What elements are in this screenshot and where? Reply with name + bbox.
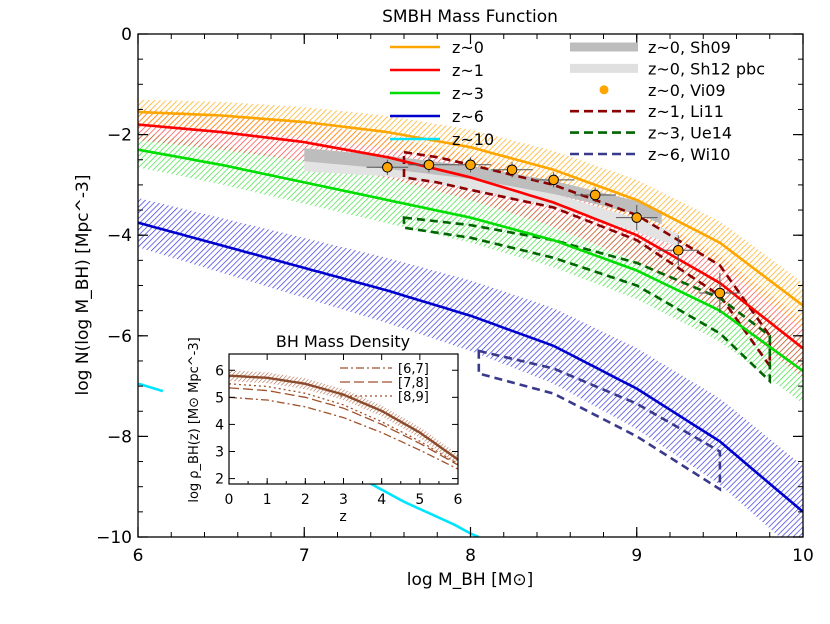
line-z6 bbox=[138, 221, 803, 513]
inset-y-tick-label: 6 bbox=[215, 363, 224, 379]
y-tick-label: −2 bbox=[107, 126, 132, 146]
main-x-axis-label: log M_BH [M⊙] bbox=[407, 570, 534, 590]
legend-point-swatch bbox=[599, 85, 609, 95]
x-tick-label: 6 bbox=[133, 546, 144, 566]
legend-label: z~6, Wi10 bbox=[648, 145, 730, 164]
y-tick-label: −8 bbox=[107, 427, 132, 447]
sh12-band bbox=[304, 158, 679, 247]
main-title: SMBH Mass Function bbox=[382, 7, 558, 27]
ue14-region bbox=[402, 216, 772, 385]
y-tick-label: −4 bbox=[107, 226, 132, 246]
y-tick-label: −10 bbox=[96, 528, 132, 548]
inset-legend-label: [8,9] bbox=[398, 390, 429, 405]
vi09-point bbox=[673, 244, 684, 256]
inset-x-axis-label: z bbox=[339, 509, 346, 525]
main-lines bbox=[138, 110, 803, 537]
vi09-point bbox=[465, 159, 476, 171]
line-z10 bbox=[138, 382, 164, 393]
legend-label: z~0, Sh12 pbc bbox=[648, 59, 765, 78]
line-z1 bbox=[138, 123, 803, 350]
vi09-point bbox=[382, 161, 393, 173]
x-tick-label: 9 bbox=[631, 546, 642, 566]
x-tick-label: 7 bbox=[299, 546, 310, 566]
x-tick-label: 10 bbox=[792, 546, 814, 566]
vi09-point bbox=[631, 212, 643, 223]
legend-label: z~0, Vi09 bbox=[648, 81, 726, 100]
inset-series-89 bbox=[229, 383, 458, 465]
inset-y-axis-label: log ρ_BH(z) [M⊙ Mpc^-3] bbox=[187, 337, 202, 502]
band-z0 bbox=[138, 99, 803, 329]
inset-total-line bbox=[229, 374, 458, 461]
legend-label: z~0, Sh09 bbox=[648, 38, 731, 57]
legend-label: z~3 bbox=[452, 84, 484, 103]
band-z6 bbox=[138, 198, 803, 537]
legend-label: z~1 bbox=[452, 61, 484, 80]
inset-legend-label: [6,7] bbox=[398, 362, 429, 377]
inset-y-tick-label: 4 bbox=[215, 417, 224, 433]
legend-right: z~0, Sh09 z~0, Sh12 pbc z~0, Vi09 z~1, Li11… bbox=[570, 38, 765, 164]
band-z3 bbox=[138, 132, 803, 404]
inset-y-tick-label: 2 bbox=[215, 472, 224, 488]
inset-legend-label: [7,8] bbox=[398, 376, 429, 391]
inset-series bbox=[229, 370, 458, 470]
inset-x-tick-label: 0 bbox=[225, 492, 234, 508]
inset-plot-area: 0 1 2 3 4 5 6 2 3 4 5 6 bbox=[215, 353, 463, 508]
legend-label: z~3, Ue14 bbox=[648, 124, 732, 143]
inset-total-band bbox=[229, 370, 458, 465]
vi09-point bbox=[506, 164, 518, 176]
inset-x-tick-label: 6 bbox=[454, 492, 463, 508]
legend-label: z~0 bbox=[452, 38, 484, 57]
main-ticks: 6 7 8 9 100−2−4−6−8−10 bbox=[96, 25, 814, 566]
inset-x-tick-label: 5 bbox=[415, 492, 424, 508]
line-z0 bbox=[138, 110, 803, 307]
y-tick-label: −6 bbox=[107, 327, 132, 347]
main-y-axis-label: log N(log M_BH) [Mpc^-3] bbox=[73, 175, 93, 396]
vi09-point bbox=[589, 189, 601, 201]
inset-legend: [6,7][7,8][8,9] bbox=[340, 362, 429, 405]
main-observations bbox=[402, 150, 772, 492]
wi10-region bbox=[477, 349, 722, 492]
x-tick-label: 8 bbox=[465, 546, 476, 566]
line-z10tail bbox=[361, 478, 480, 537]
inset-series-67 bbox=[229, 396, 458, 470]
inset-ticks: 0 1 2 3 4 5 6 2 3 4 5 6 bbox=[215, 354, 463, 508]
inset-x-tick-label: 4 bbox=[377, 492, 386, 508]
inset-y-tick-label: 3 bbox=[215, 445, 224, 461]
inset-series-78 bbox=[229, 387, 458, 466]
vi09-point bbox=[714, 287, 726, 299]
legend-label: z~10 bbox=[452, 130, 494, 149]
legend-label: z~6 bbox=[452, 107, 484, 126]
inset-title: BH Mass Density bbox=[276, 332, 410, 351]
inset-x-tick-label: 1 bbox=[263, 492, 272, 508]
legend-label: z~1, Li11 bbox=[648, 102, 724, 121]
legend-left: z~0 z~1 z~3 z~6 z~10 bbox=[390, 38, 494, 149]
main-plot-area: 6 7 8 9 100−2−4−6−8−10 bbox=[96, 25, 814, 566]
vi09-point bbox=[548, 174, 559, 186]
inset-x-tick-label: 3 bbox=[339, 492, 348, 508]
inset-x-tick-label: 2 bbox=[301, 492, 310, 508]
line-z3 bbox=[138, 148, 803, 373]
y-tick-label: 0 bbox=[121, 25, 132, 45]
inset-y-tick-label: 5 bbox=[215, 390, 224, 406]
vi09-point bbox=[423, 159, 435, 171]
